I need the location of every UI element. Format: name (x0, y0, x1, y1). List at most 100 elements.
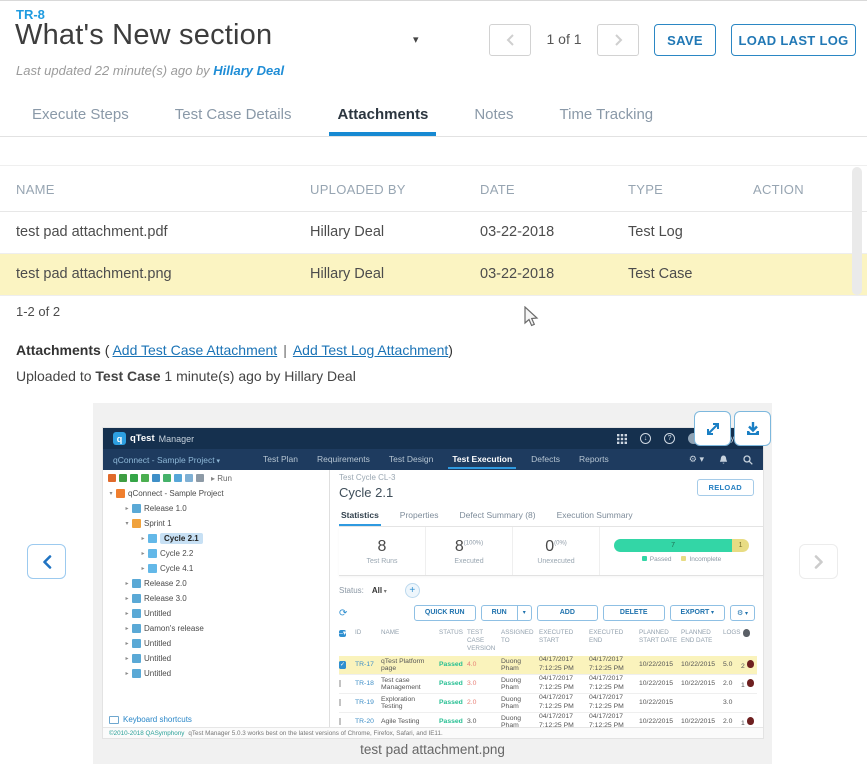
status-filter-value[interactable]: All (372, 586, 387, 595)
export-tree-icon (185, 474, 193, 482)
last-updated-user-link[interactable]: Hillary Deal (213, 63, 285, 78)
reload-button[interactable]: RELOAD (696, 479, 754, 496)
embedded-navbar-right (689, 454, 753, 465)
tab-test-case-details[interactable]: Test Case Details (174, 106, 292, 123)
tab-defect-summary[interactable]: Defect Summary (8) (459, 510, 536, 520)
embedded-brand: qTest (130, 433, 155, 444)
nav-test-design: Test Design (388, 454, 434, 464)
attachment-uploader: Hillary Deal (310, 224, 385, 240)
qasymphony-link: ©2010-2018 QASymphony (109, 729, 185, 737)
release-folder-icon (132, 594, 141, 603)
col-date: DATE (480, 182, 515, 197)
test-run-row[interactable]: TR-18 Test case Management Passed 3.0 Du… (339, 675, 757, 694)
bug-icon (746, 678, 754, 687)
refresh-icon[interactable]: ⟳ (339, 607, 348, 619)
tree-item-release[interactable]: Release 3.0 (103, 591, 329, 606)
next-run-button[interactable] (597, 24, 639, 56)
tree-item-release[interactable]: Untitled (103, 606, 329, 621)
filter-icon (152, 474, 160, 482)
tab-statistics[interactable]: Statistics (339, 507, 381, 526)
status-filter-row: Status: All + (339, 582, 763, 599)
tab-execution-summary[interactable]: Execution Summary (556, 510, 633, 520)
download-circle-icon: ↓ (640, 433, 652, 444)
tree-item-release[interactable]: Release 2.0 (103, 576, 329, 591)
add-test-log-attachment-link[interactable]: Add Test Log Attachment (292, 342, 449, 358)
quick-run-button[interactable]: QUICK RUN (413, 605, 476, 621)
table-row[interactable]: test pad attachment.pdf Hillary Deal 03-… (0, 212, 867, 254)
release-folder-icon (132, 654, 141, 663)
nav-defects: Defects (531, 454, 560, 464)
tree-item-cycle-selected[interactable]: Cycle 2.1 (103, 531, 329, 546)
export-button[interactable]: EXPORT (669, 605, 726, 621)
tree-item-release[interactable]: Release 1.0 (103, 501, 329, 516)
release-folder-icon (132, 669, 141, 678)
tree-item-cycle[interactable]: Cycle 4.1 (103, 561, 329, 576)
cycle-folder-icon (148, 549, 157, 558)
nav-test-plan: Test Plan (263, 454, 298, 464)
table-row-count: 1-2 of 2 (16, 304, 61, 319)
embedded-tree-panel: Run qConnect - Sample Project Release 1.… (103, 470, 330, 728)
table-scrollbar[interactable] (852, 167, 862, 295)
delete-button[interactable]: DELETE (602, 605, 665, 621)
col-type: TYPE (628, 182, 664, 197)
test-run-row[interactable]: ✓ TR-17 qTest Platform page Passed 4.0 D… (339, 655, 757, 675)
apps-grid-icon (617, 433, 628, 444)
title-dropdown-caret-icon[interactable] (413, 33, 419, 46)
execution-progress: 7 1 Passed Incomplete (600, 527, 763, 575)
tab-execute-steps[interactable]: Execute Steps (32, 106, 129, 123)
load-last-log-button[interactable]: LOAD LAST LOG (731, 24, 856, 56)
new-item-icon (108, 474, 116, 482)
attachment-preview-image[interactable]: q qTest Manager ↓ ? Hillary Deal qConnec… (103, 428, 763, 738)
expander-icon (139, 535, 147, 542)
tree-item-release[interactable]: Untitled (103, 636, 329, 651)
tab-time-tracking[interactable]: Time Tracking (559, 106, 654, 123)
download-attachment-button[interactable] (734, 411, 771, 446)
tree-item-cycle[interactable]: Cycle 2.2 (103, 546, 329, 561)
embedded-brand-suffix: Manager (158, 433, 195, 444)
next-attachment-button[interactable] (799, 544, 838, 579)
add-filter-button[interactable]: + (404, 583, 420, 598)
tab-properties[interactable]: Properties (399, 510, 439, 520)
release-folder-icon (132, 639, 141, 648)
run-dropdown-button[interactable] (517, 605, 532, 621)
tree-item-release[interactable]: Damon's release (103, 621, 329, 636)
download-icon (746, 421, 759, 435)
embedded-footer: ©2010-2018 QASymphony qTest Manager 5.0.… (103, 727, 763, 738)
expand-preview-button[interactable] (694, 411, 731, 446)
add-button[interactable]: ADD (536, 605, 598, 621)
col-uploaded-by: UPLOADED BY (310, 182, 406, 197)
tree-item-project[interactable]: qConnect - Sample Project (103, 486, 329, 501)
add-test-case-attachment-link[interactable]: Add Test Case Attachment (112, 342, 278, 358)
previous-attachment-button[interactable] (27, 544, 66, 579)
page-title: What's New section (15, 19, 273, 51)
tree-item-sprint[interactable]: Sprint 1 (103, 516, 329, 531)
defects-column-icon (743, 629, 750, 637)
run-button[interactable]: RUN (480, 605, 518, 621)
embedded-topbar: q qTest Manager ↓ ? Hillary Deal (103, 428, 763, 449)
row-checkbox-checked[interactable]: ✓ (339, 660, 347, 669)
row-checkbox[interactable] (339, 718, 341, 726)
attachment-date: 03-22-2018 (480, 224, 555, 240)
table-row[interactable]: test pad attachment.png Hillary Deal 03-… (0, 254, 867, 296)
expander-icon (123, 505, 131, 512)
expand-icon (706, 422, 719, 435)
grid-settings-button[interactable]: ⚙ (730, 605, 755, 621)
test-run-row[interactable]: TR-19 Exploration Testing Passed 2.0 Duo… (339, 694, 757, 713)
tree-item-release[interactable]: Untitled (103, 666, 329, 681)
tab-notes[interactable]: Notes (474, 106, 514, 123)
select-all-checkbox[interactable]: – (339, 630, 347, 637)
attachment-uploader: Hillary Deal (310, 266, 385, 282)
release-folder-icon (132, 504, 141, 513)
keyboard-shortcuts-link[interactable]: Keyboard shortcuts (109, 715, 192, 724)
tree-item-release[interactable]: Untitled (103, 651, 329, 666)
progress-passed-segment: 7 (614, 539, 733, 552)
row-checkbox[interactable] (339, 699, 341, 707)
embedded-main-panel: Test Cycle CL-3 Cycle 2.1 RELOAD Statist… (330, 470, 763, 732)
row-checkbox[interactable] (339, 680, 341, 688)
attachment-type: Test Case (628, 266, 693, 282)
save-button[interactable]: SAVE (654, 24, 716, 56)
prev-run-button[interactable] (489, 24, 531, 56)
attachments-links-row: Attachments ( Add Test Case Attachment | A… (16, 342, 453, 358)
tab-attachments[interactable]: Attachments (329, 106, 437, 136)
progress-bar: 7 1 (614, 539, 749, 552)
